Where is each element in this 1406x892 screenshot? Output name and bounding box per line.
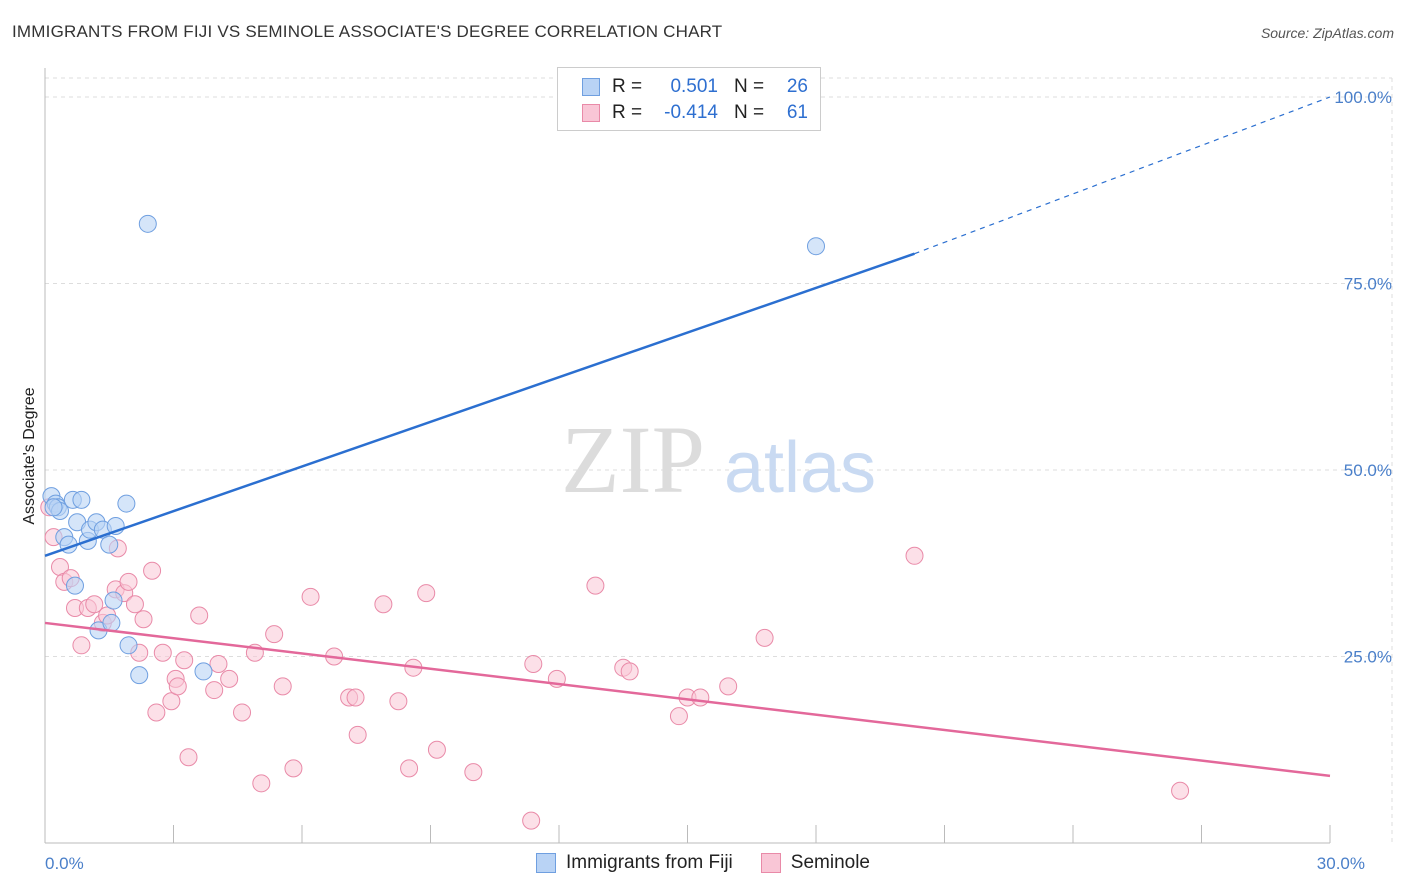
tick-labels: 25.0% 50.0% 75.0% 100.0% 0.0% 30.0% — [45, 88, 1392, 873]
data-point-fiji — [130, 666, 149, 685]
data-point-seminole — [301, 587, 320, 606]
correlation-legend: R = 0.501 N = 26 R = -0.414 N = 61 — [557, 67, 821, 131]
y-tick-label: 75.0% — [1344, 275, 1392, 294]
data-point-fiji — [104, 591, 123, 610]
legend-n-label: N = — [734, 102, 765, 123]
data-point-fiji — [194, 662, 213, 681]
trend-line-fiji — [44, 252, 915, 557]
data-point-seminole — [719, 677, 738, 696]
data-point-seminole — [175, 651, 194, 670]
data-point-fiji — [807, 237, 825, 256]
data-point-seminole — [125, 595, 144, 614]
data-point-seminole — [284, 759, 303, 778]
legend-r-value: 0.501 — [670, 76, 718, 97]
chart-title: IMMIGRANTS FROM FIJI VS SEMINOLE ASSOCIA… — [12, 22, 723, 41]
data-point-seminole — [119, 572, 138, 591]
series-legend: Immigrants from Fiji Seminole — [0, 852, 1406, 874]
data-point-seminole — [265, 625, 284, 644]
legend-swatch-fiji — [582, 78, 600, 96]
data-point-seminole — [162, 692, 181, 711]
data-point-seminole — [85, 595, 104, 614]
data-point-seminole — [220, 669, 239, 688]
data-point-seminole — [524, 654, 543, 673]
data-point-seminole — [905, 546, 924, 565]
data-point-seminole — [691, 688, 710, 707]
data-point-seminole — [205, 681, 224, 700]
series-seminole — [40, 498, 1190, 830]
legend-item-seminole[interactable]: Seminole — [760, 852, 870, 874]
legend-n-label: N = — [734, 76, 765, 97]
axes — [44, 68, 1331, 844]
watermark-zip: ZIP — [561, 406, 705, 513]
legend-row-fiji: R = 0.501 N = 26 — [582, 75, 808, 99]
y-tick-label: 50.0% — [1344, 461, 1392, 480]
data-point-seminole — [464, 763, 483, 782]
y-tick-label: 100.0% — [1334, 88, 1392, 107]
data-point-seminole — [586, 576, 605, 595]
watermark: ZIP atlas — [561, 406, 876, 513]
data-point-seminole — [522, 811, 541, 830]
data-point-seminole — [233, 703, 252, 722]
trend-lines — [44, 96, 1331, 778]
data-point-fiji — [65, 576, 84, 595]
data-point-seminole — [389, 692, 408, 711]
data-point-seminole — [209, 654, 228, 673]
x-tick-label: 0.0% — [45, 854, 84, 873]
data-point-seminole — [348, 725, 367, 744]
chart-source: Source: ZipAtlas.com — [1260, 25, 1394, 41]
legend-n-value: 61 — [786, 102, 808, 123]
data-point-seminole — [153, 643, 172, 662]
legend-label-fiji: Immigrants from Fiji — [565, 852, 733, 873]
data-point-seminole — [374, 595, 393, 614]
legend-r-label: R = — [612, 76, 643, 97]
data-point-seminole — [400, 759, 419, 778]
data-point-fiji — [100, 535, 119, 554]
data-point-seminole — [72, 636, 91, 655]
series-fiji — [42, 214, 825, 685]
legend-row-seminole: R = -0.414 N = 61 — [582, 101, 808, 125]
data-point-fiji — [44, 498, 63, 517]
legend-swatch-seminole — [582, 104, 600, 122]
data-point-fiji — [72, 490, 91, 509]
grid-lines — [45, 77, 1393, 843]
data-point-seminole — [346, 688, 365, 707]
watermark-atlas: atlas — [724, 428, 876, 508]
data-point-seminole — [427, 740, 446, 759]
data-point-seminole — [179, 748, 198, 767]
data-point-seminole — [190, 606, 209, 625]
data-point-seminole — [143, 561, 162, 580]
legend-n-value: 26 — [786, 76, 808, 97]
data-point-seminole — [168, 677, 187, 696]
data-point-seminole — [417, 584, 436, 603]
legend-r-label: R = — [612, 102, 643, 123]
legend-label-seminole: Seminole — [790, 852, 870, 873]
legend-item-fiji[interactable]: Immigrants from Fiji — [535, 852, 733, 874]
data-point-seminole — [1171, 781, 1190, 800]
data-point-seminole — [147, 703, 166, 722]
data-point-seminole — [273, 677, 292, 696]
y-axis-label: Associate's Degree — [21, 387, 38, 524]
legend-swatch-fiji — [535, 853, 556, 873]
y-tick-label: 25.0% — [1344, 648, 1392, 667]
data-point-seminole — [755, 628, 774, 647]
legend-r-value: -0.414 — [664, 102, 718, 123]
data-point-seminole — [669, 707, 688, 726]
legend-swatch-seminole — [760, 853, 781, 873]
x-tick-label: 30.0% — [1317, 854, 1365, 873]
trend-line-fiji-extension — [914, 96, 1331, 255]
data-point-fiji — [119, 636, 138, 655]
data-point-seminole — [252, 774, 271, 793]
data-point-fiji — [117, 494, 136, 513]
trend-line-seminole — [44, 621, 1331, 778]
data-point-fiji — [138, 214, 157, 233]
data-point-seminole — [620, 662, 639, 681]
data-point-seminole — [134, 610, 153, 629]
